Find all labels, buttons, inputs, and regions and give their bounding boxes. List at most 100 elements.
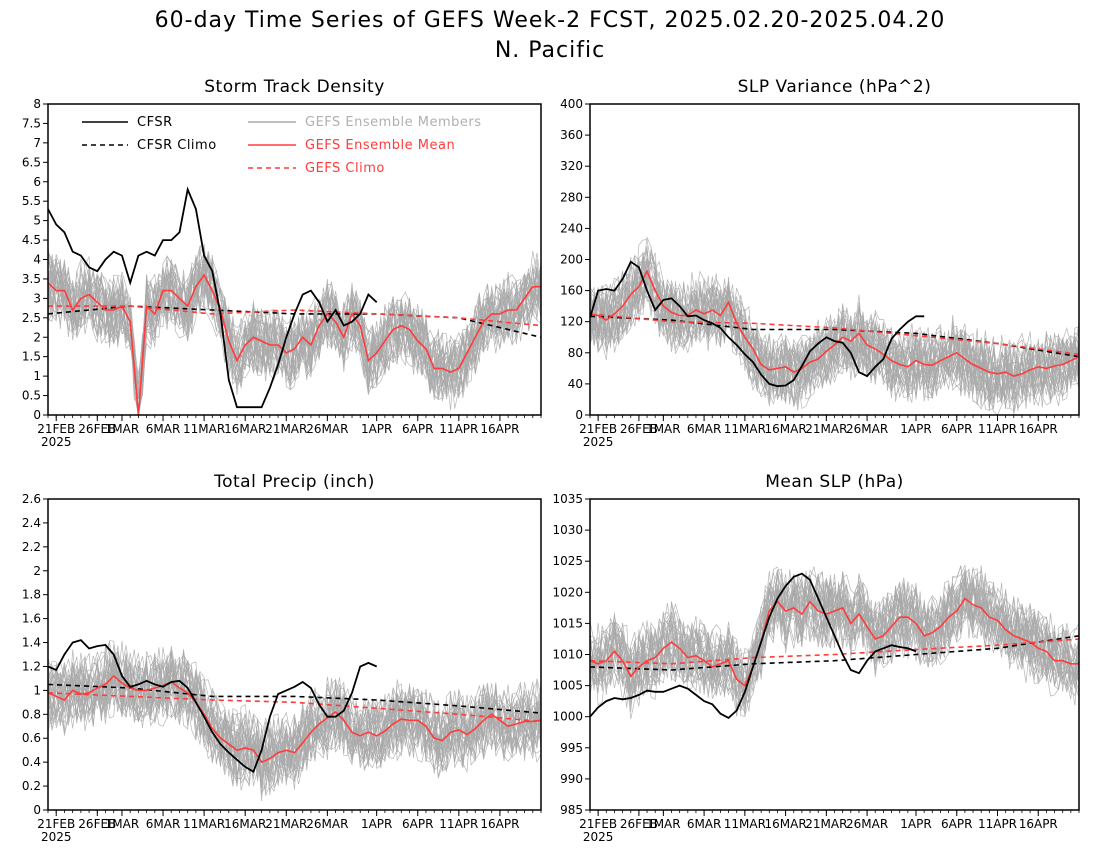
- ensemble-member-line: [48, 261, 541, 398]
- x-tick-label: 16APR: [1019, 422, 1058, 436]
- y-tick-label: 280: [560, 190, 583, 204]
- mean-slp-ensemble-mean-line: [590, 597, 1079, 687]
- slp-variance-gefs-climo-line: [590, 313, 1079, 356]
- x-year-label: 2025: [583, 830, 614, 844]
- mean-slp-title: Mean SLP (hPa): [765, 472, 904, 492]
- ensemble-member-line: [48, 663, 541, 794]
- x-tick-label: 26MAR: [306, 422, 348, 436]
- y-tick-label: 8: [33, 97, 41, 111]
- y-tick-label: 4.5: [22, 233, 41, 247]
- legend-cfsr-label: CFSR: [137, 115, 173, 130]
- ensemble-member-line: [590, 268, 1079, 404]
- y-tick-label: 0: [33, 803, 41, 817]
- x-tick-label: 11MAR: [724, 817, 766, 831]
- x-tick-label: 21FEB: [37, 817, 75, 831]
- x-tick-label: 16MAR: [765, 422, 807, 436]
- x-year-label: 2025: [583, 435, 614, 449]
- x-tick-label: 26FEB: [78, 422, 116, 436]
- x-tick-label: 26FEB: [620, 422, 658, 436]
- x-tick-label: 21MAR: [265, 422, 307, 436]
- storm-track-density-panel: Storm Track Density 0 0.5 1 1.5 2 2.5 3 3.5 4 4.5 5…: [22, 77, 542, 449]
- ensemble-member-line: [590, 566, 1079, 693]
- ensemble-member-line: [48, 655, 541, 779]
- x-tick-label: 11APR: [978, 817, 1017, 831]
- y-tick-label: 3: [33, 291, 41, 305]
- x-tick-label: 11MAR: [183, 422, 225, 436]
- x-year-label: 2025: [41, 830, 72, 844]
- x-tick-label: 1MAR: [646, 817, 681, 831]
- total-precip-gefs-climo-line: [48, 692, 541, 723]
- x-tick-label: 16APR: [1019, 817, 1058, 831]
- y-tick-label: 1: [33, 369, 41, 383]
- y-tick-label: 0.2: [22, 779, 41, 793]
- chart-legend: CFSR CFSR Climo GEFS Ensemble Members GE…: [82, 115, 482, 176]
- x-tick-label: 11APR: [978, 422, 1017, 436]
- legend-gefs-climo-label: GEFS Climo: [305, 161, 385, 176]
- ensemble-member-line: [590, 261, 1079, 403]
- y-tick-label: 2.2: [22, 540, 41, 554]
- y-tick-label: 320: [560, 159, 583, 173]
- x-tick-label: 6APR: [941, 422, 972, 436]
- ensemble-member-line: [48, 243, 541, 399]
- x-tick-label: 6MAR: [687, 422, 722, 436]
- x-tick-label: 6APR: [402, 422, 433, 436]
- x-tick-label: 16MAR: [224, 817, 266, 831]
- slp-variance-title: SLP Variance (hPa^2): [738, 77, 932, 97]
- y-tick-label: 4: [33, 253, 41, 267]
- x-tick-label: 1APR: [361, 817, 392, 831]
- y-tick-label: 1020: [552, 585, 583, 599]
- y-tick-label: 40: [568, 377, 583, 391]
- ensemble-member-line: [590, 569, 1079, 691]
- y-tick-label: 7: [33, 136, 41, 150]
- x-tick-label: 16APR: [480, 422, 519, 436]
- storm-track-density-ensemble-mean-line: [48, 273, 541, 415]
- x-tick-label: 1MAR: [646, 422, 681, 436]
- y-tick-label: 995: [560, 741, 583, 755]
- y-tick-label: 985: [560, 803, 583, 817]
- y-tick-label: 1010: [552, 648, 583, 662]
- total-precip-title: Total Precip (inch): [213, 472, 375, 492]
- legend-mean-label: GEFS Ensemble Mean: [305, 138, 455, 153]
- y-tick-label: 1025: [552, 554, 583, 568]
- y-tick-label: 0.8: [22, 707, 41, 721]
- y-tick-label: 0.5: [22, 389, 41, 403]
- y-tick-label: 0.4: [22, 755, 41, 769]
- ensemble-member-line: [48, 256, 541, 400]
- x-tick-label: 1APR: [900, 817, 931, 831]
- y-tick-label: 1030: [552, 523, 583, 537]
- x-tick-label: 1APR: [361, 422, 392, 436]
- x-tick-label: 11MAR: [183, 817, 225, 831]
- storm-track-density-title: Storm Track Density: [204, 77, 385, 97]
- y-tick-label: 1015: [552, 616, 583, 630]
- y-tick-label: 5.5: [22, 194, 41, 208]
- y-tick-label: 990: [560, 772, 583, 786]
- x-tick-label: 26MAR: [306, 817, 348, 831]
- legend-members-label: GEFS Ensemble Members: [305, 115, 482, 130]
- y-tick-label: 120: [560, 315, 583, 329]
- ensemble-member-line: [48, 251, 541, 387]
- ensemble-member-line: [590, 249, 1079, 403]
- x-tick-label: 6APR: [402, 817, 433, 831]
- y-tick-label: 1.2: [22, 659, 41, 673]
- y-tick-label: 6.5: [22, 155, 41, 169]
- slp-variance-cfsr-line: [590, 260, 925, 388]
- x-tick-label: 1APR: [900, 422, 931, 436]
- y-tick-label: 200: [560, 253, 583, 267]
- slp-variance-panel: SLP Variance (hPa^2) 0 40 80 120 160 200 240 280…: [560, 77, 1080, 449]
- x-tick-label: 26FEB: [78, 817, 116, 831]
- y-tick-label: 1.8: [22, 588, 41, 602]
- x-tick-label: 6MAR: [146, 817, 181, 831]
- x-tick-label: 21FEB: [579, 422, 617, 436]
- ensemble-member-line: [48, 249, 541, 391]
- y-tick-label: 1000: [552, 710, 583, 724]
- y-tick-label: 240: [560, 221, 583, 235]
- y-tick-label: 2: [33, 564, 41, 578]
- y-tick-label: 160: [560, 284, 583, 298]
- y-tick-label: 1.6: [22, 612, 41, 626]
- slp-variance-ensemble-mean-line: [590, 269, 1079, 377]
- x-tick-label: 16APR: [480, 817, 519, 831]
- storm-track-density-ensemble-members: [48, 243, 541, 415]
- x-tick-label: 16MAR: [224, 422, 266, 436]
- ensemble-member-line: [590, 261, 1079, 403]
